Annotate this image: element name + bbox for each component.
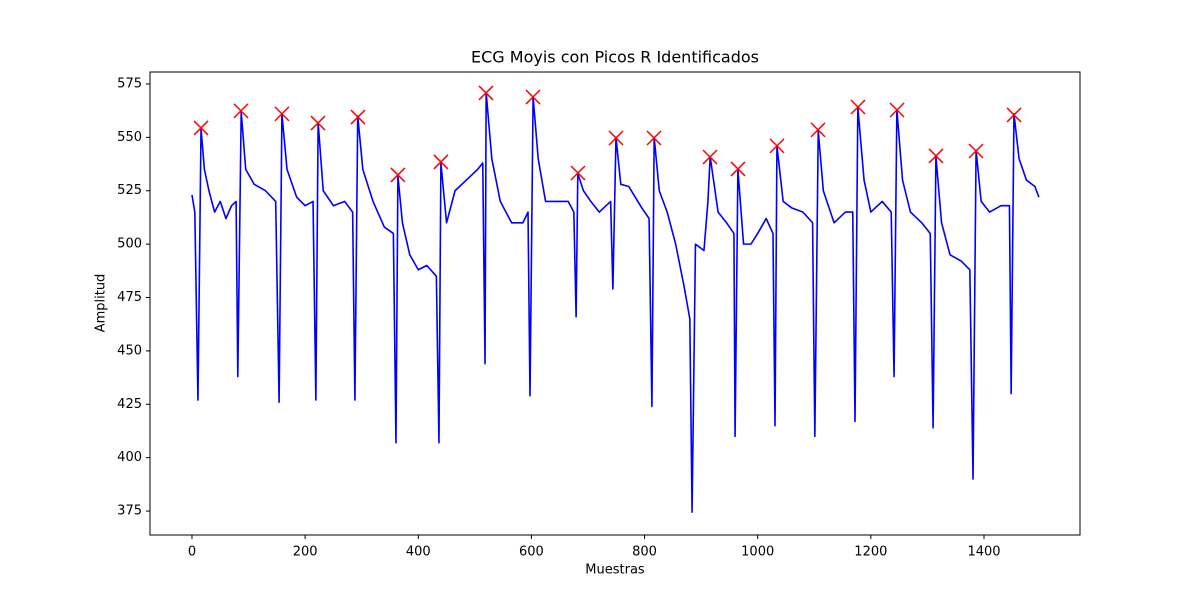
x-tick-label: 1200 xyxy=(854,545,887,560)
ecg-line xyxy=(191,91,1040,513)
x-tick-label: 200 xyxy=(293,545,318,560)
r-peak-marker xyxy=(646,130,662,146)
y-tick-label: 500 xyxy=(117,237,142,252)
r-peak-marker xyxy=(608,130,624,146)
r-peak-marker xyxy=(889,102,905,118)
y-tick-label: 425 xyxy=(117,397,142,412)
x-tick-label: 1000 xyxy=(741,545,774,560)
x-axis-label: Muestras xyxy=(585,563,645,578)
x-tick-label: 800 xyxy=(632,545,657,560)
r-peak-marker xyxy=(850,99,866,115)
y-tick-label: 375 xyxy=(117,504,142,519)
y-tick-label: 400 xyxy=(117,450,142,465)
r-peak-marker xyxy=(193,120,209,136)
r-peak-marker xyxy=(570,165,586,181)
y-tick-label: 525 xyxy=(117,183,142,198)
r-peak-marker xyxy=(525,89,541,105)
r-peak-marker xyxy=(810,122,826,138)
r-peak-marker xyxy=(769,138,785,154)
x-tick-label: 400 xyxy=(406,545,431,560)
plot-frame xyxy=(149,71,1081,536)
r-peak-marker xyxy=(310,115,326,131)
y-axis-label: Amplitud xyxy=(94,274,109,333)
x-tick-label: 600 xyxy=(519,545,544,560)
r-peak-marker xyxy=(233,103,249,119)
r-peak-marker xyxy=(478,85,494,101)
r-peak-marker xyxy=(730,161,746,177)
chart-title: ECG Moyis con Picos R Identificados xyxy=(471,48,759,67)
r-peak-marker xyxy=(433,154,449,170)
y-tick-label: 575 xyxy=(117,76,142,91)
r-peak-marker xyxy=(390,167,406,183)
r-peak-marker xyxy=(1006,107,1022,123)
y-tick-label: 475 xyxy=(117,290,142,305)
r-peak-marker xyxy=(702,149,718,165)
r-peak-marker xyxy=(274,106,290,122)
r-peak-marker xyxy=(928,148,944,164)
r-peak-marker xyxy=(350,109,366,125)
y-tick-label: 450 xyxy=(117,343,142,358)
y-tick-label: 550 xyxy=(117,130,142,145)
r-peak-marker xyxy=(968,143,984,159)
x-tick-label: 1400 xyxy=(967,545,1000,560)
x-tick-label: 0 xyxy=(188,545,196,560)
